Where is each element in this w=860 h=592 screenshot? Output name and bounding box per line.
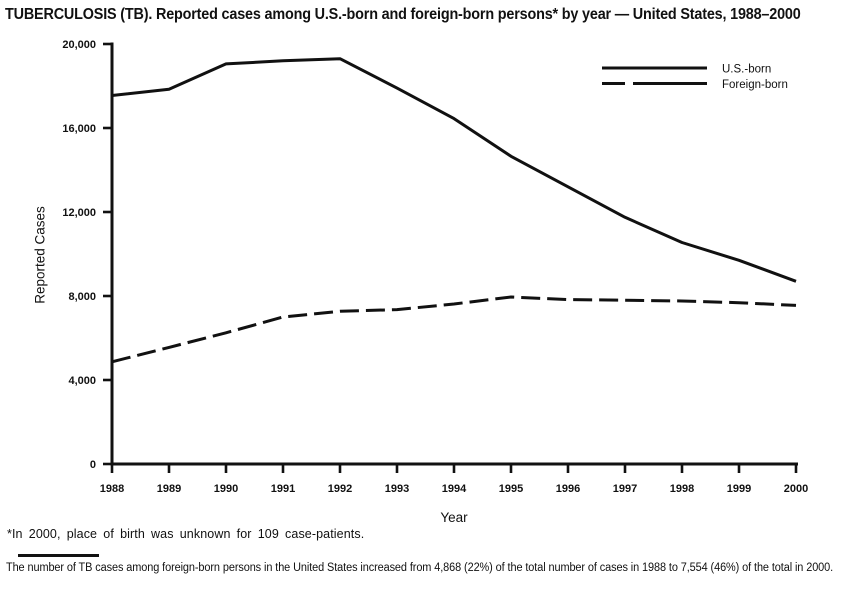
x-tick-label: 1999: [727, 483, 751, 495]
legend-us-born-label: U.S.-born: [722, 64, 771, 76]
x-tick-label: 2000: [784, 483, 808, 495]
y-axis-title: Reported Cases: [32, 206, 48, 304]
x-axis-title: Year: [440, 510, 468, 525]
x-tick-label: 1992: [328, 483, 352, 495]
legend-foreign-born-label: Foreign-born: [722, 79, 788, 91]
y-axis: 0 4,000 8,000 12,000 16,000 20,000: [62, 39, 114, 471]
foreign-born-line: [111, 295, 797, 364]
x-tick-label: 1996: [556, 483, 580, 495]
y-tick-label: 8,000: [68, 291, 96, 303]
x-tick-label: 1994: [442, 483, 467, 495]
x-tick-label: 1995: [499, 483, 523, 495]
footnote-asterisk: *In 2000, place of birth was unknown for…: [7, 527, 365, 541]
legend: U.S.-born Foreign-born: [602, 64, 788, 91]
x-tick-label: 1993: [385, 483, 409, 495]
x-axis: 1988 1989 1990 1991 1992 1993 1994 1995 1996 1997…: [100, 462, 808, 495]
x-tick-label: 1989: [157, 483, 181, 495]
x-tick-label: 1990: [214, 483, 238, 495]
y-tick-label: 0: [90, 459, 96, 471]
figure-title: TUBERCULOSIS (TB). Reported cases among …: [5, 6, 801, 23]
y-tick-label: 4,000: [68, 375, 96, 387]
us-born-line: [111, 57, 797, 283]
y-tick-label: 16,000: [62, 123, 96, 135]
y-axis-ticks: 0 4,000 8,000 12,000 16,000 20,000: [62, 39, 111, 471]
x-tick-label: 1998: [670, 483, 694, 495]
y-tick-label: 20,000: [62, 39, 96, 51]
x-tick-label: 1988: [100, 483, 124, 495]
y-tick-label: 12,000: [62, 207, 96, 219]
x-tick-label: 1991: [271, 483, 295, 495]
footnote-source: The number of TB cases among foreign-bor…: [6, 562, 834, 574]
x-axis-ticks: 1988 1989 1990 1991 1992 1993 1994 1995 1996 1997…: [100, 464, 808, 495]
footnote-divider: [18, 554, 99, 557]
x-tick-label: 1997: [613, 483, 637, 495]
